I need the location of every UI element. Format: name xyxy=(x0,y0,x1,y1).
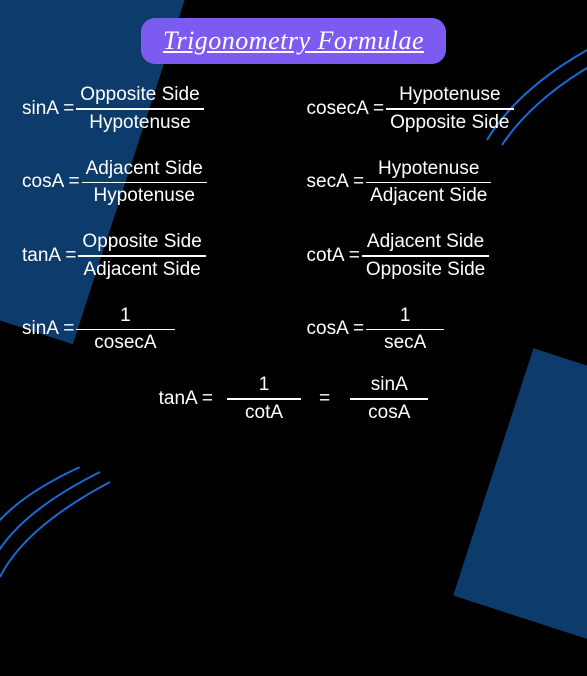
formula-fraction: 1 secA xyxy=(366,303,444,357)
fraction-numerator: 1 xyxy=(241,372,288,398)
fraction-denominator: Hypotenuse xyxy=(85,110,194,136)
formula-grid: sinA = Opposite Side Hypotenuse cosecA =… xyxy=(0,64,587,356)
formula-cell-cosec: cosecA = Hypotenuse Opposite Side xyxy=(307,82,566,136)
title-container: Trigonometry Formulae xyxy=(0,0,587,64)
fraction-numerator: sinA xyxy=(353,372,426,398)
equals-sign: = xyxy=(313,388,336,410)
formula-cell-cot: cotA = Adjacent Side Opposite Side xyxy=(307,229,566,283)
fraction-denominator: Hypotenuse xyxy=(90,183,199,209)
fraction-denominator: secA xyxy=(366,330,444,356)
formula-cell-cos-recip: cosA = 1 secA xyxy=(307,303,566,357)
formula-cell-sin-recip: sinA = 1 cosecA xyxy=(22,303,281,357)
formula-lhs: cosA = xyxy=(307,318,365,340)
fraction-numerator: 1 xyxy=(102,303,149,329)
fraction-numerator: Adjacent Side xyxy=(82,156,207,182)
formula-row: sinA = Opposite Side Hypotenuse cosecA =… xyxy=(22,82,565,136)
formula-cell-sin: sinA = Opposite Side Hypotenuse xyxy=(22,82,281,136)
fraction-denominator: cosecA xyxy=(76,330,174,356)
fraction-numerator: Adjacent Side xyxy=(363,229,488,255)
formula-cell-cos: cosA = Adjacent Side Hypotenuse xyxy=(22,156,281,210)
formula-row: cosA = Adjacent Side Hypotenuse secA = H… xyxy=(22,156,565,210)
formula-fraction: 1 cotA xyxy=(227,372,301,426)
formula-fraction: Hypotenuse Adjacent Side xyxy=(366,156,491,210)
fraction-numerator: Hypotenuse xyxy=(395,82,504,108)
formula-lhs: secA = xyxy=(307,171,365,193)
fraction-numerator: Opposite Side xyxy=(78,229,205,255)
formula-cell-tan: tanA = Opposite Side Adjacent Side xyxy=(22,229,281,283)
formula-fraction: Adjacent Side Opposite Side xyxy=(362,229,489,283)
formula-fraction: Opposite Side Hypotenuse xyxy=(76,82,203,136)
page-title: Trigonometry Formulae xyxy=(141,18,446,64)
formula-fraction: sinA cosA xyxy=(350,372,428,426)
fraction-denominator: Adjacent Side xyxy=(79,257,204,283)
formula-lhs: cotA = xyxy=(307,245,360,267)
formula-lhs: cosA = xyxy=(22,171,80,193)
fraction-denominator: cotA xyxy=(227,400,301,426)
formula-row: sinA = 1 cosecA cosA = 1 secA xyxy=(22,303,565,357)
fraction-denominator: Opposite Side xyxy=(362,257,489,283)
formula-lhs: sinA = xyxy=(22,318,74,340)
formula-lhs: cosecA = xyxy=(307,98,385,120)
fraction-denominator: Adjacent Side xyxy=(366,183,491,209)
formula-lhs: tanA = xyxy=(22,245,76,267)
formula-fraction: Opposite Side Adjacent Side xyxy=(78,229,205,283)
fraction-numerator: Hypotenuse xyxy=(374,156,483,182)
formula-cell-sec: secA = Hypotenuse Adjacent Side xyxy=(307,156,566,210)
formula-row: tanA = Opposite Side Adjacent Side cotA … xyxy=(22,229,565,283)
fraction-denominator: Opposite Side xyxy=(386,110,513,136)
fraction-numerator: 1 xyxy=(382,303,429,329)
fraction-numerator: Opposite Side xyxy=(76,82,203,108)
formula-fraction: 1 cosecA xyxy=(76,303,174,357)
formula-lhs: tanA = xyxy=(159,388,213,410)
formula-lhs: sinA = xyxy=(22,98,74,120)
formula-row-tan-identity: tanA = 1 cotA = sinA cosA xyxy=(0,372,587,426)
formula-fraction: Adjacent Side Hypotenuse xyxy=(82,156,207,210)
formula-fraction: Hypotenuse Opposite Side xyxy=(386,82,513,136)
decorative-curves-bottom-left xyxy=(0,467,120,587)
fraction-denominator: cosA xyxy=(350,400,428,426)
